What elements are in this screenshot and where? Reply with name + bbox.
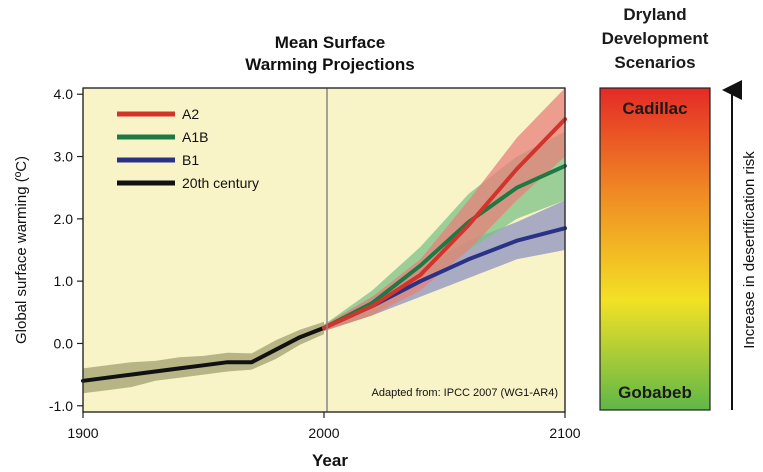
x-tick-label: 2100 xyxy=(549,425,580,441)
y-tick-label: 1.0 xyxy=(54,273,74,289)
point-20th-century xyxy=(129,373,133,377)
band-20th-century xyxy=(83,321,324,394)
point-b1 xyxy=(515,239,519,243)
series-lines xyxy=(81,117,567,383)
point-20th-century xyxy=(226,360,230,364)
line-a2 xyxy=(322,117,567,330)
point-a2 xyxy=(418,273,422,277)
scenarios-title-line-1: Dryland xyxy=(623,5,686,24)
legend: A2 A1B B1 20th century xyxy=(117,106,259,191)
scenario-top-label: Cadillac xyxy=(622,99,687,118)
point-a2 xyxy=(370,304,374,308)
point-a2 xyxy=(467,223,471,227)
scenario-gradient-bar xyxy=(599,87,711,411)
x-tick-label: 2000 xyxy=(308,425,339,441)
point-20th-century xyxy=(153,370,157,373)
scenarios-title-line-3: Scenarios xyxy=(614,53,695,72)
y-tick-label: -1.0 xyxy=(49,398,73,414)
source-annotation: Adapted from: IPCC 2007 (WG1-AR4) xyxy=(372,387,558,399)
x-tick-label: 1900 xyxy=(67,425,98,441)
point-b1 xyxy=(467,257,471,261)
line-a1b xyxy=(322,163,567,330)
point-a2 xyxy=(515,167,519,171)
point-20th-century xyxy=(250,360,254,364)
y-tick-label: 4.0 xyxy=(54,86,74,102)
point-a2 xyxy=(322,326,326,330)
legend-label-20th-century: 20th century xyxy=(182,175,259,191)
legend-label-a1b: A1B xyxy=(182,129,208,145)
point-20th-century xyxy=(177,366,181,370)
point-20th-century xyxy=(202,363,205,367)
y-axis-ticks: -1.0 0.0 1.0 2.0 3.0 4.0 xyxy=(49,86,83,414)
x-axis-ticks: 1900 2000 2100 xyxy=(67,412,581,441)
point-20th-century xyxy=(274,348,278,352)
scenario-bottom-label: Gobabeb xyxy=(618,383,692,402)
point-b1 xyxy=(418,279,422,283)
point-a1b xyxy=(418,264,422,268)
x-axis-label: Year xyxy=(312,451,348,470)
legend-label-a2: A2 xyxy=(182,106,199,122)
chart-title-line-2: Warming Projections xyxy=(245,55,414,74)
legend-label-b1: B1 xyxy=(182,152,199,168)
chart-title-line-1: Mean Surface xyxy=(275,33,386,52)
y-tick-label: 3.0 xyxy=(54,149,74,165)
y-tick-label: 2.0 xyxy=(54,211,74,227)
y-axis-label: Global surface warming (ºC) xyxy=(13,156,30,344)
y-tick-label: 0.0 xyxy=(54,335,74,351)
scenarios-title-line-2: Development xyxy=(602,29,709,48)
point-a1b xyxy=(515,186,519,190)
risk-arrow-label: Increase in desertification risk xyxy=(741,151,758,349)
point-20th-century xyxy=(298,335,302,339)
point-20th-century xyxy=(105,376,109,380)
